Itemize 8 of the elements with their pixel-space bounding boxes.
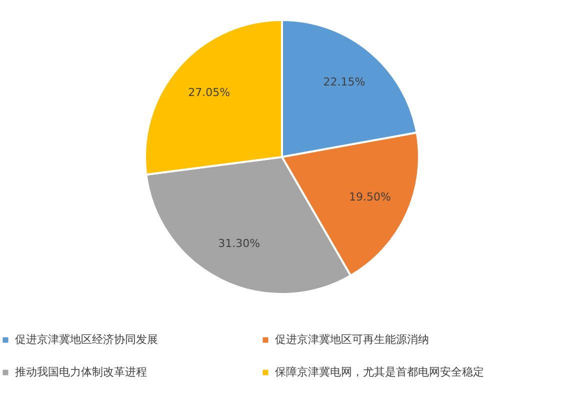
legend-label: 推动我国电力体制改革进程 — [15, 366, 147, 378]
data-label: 27.05% — [188, 86, 230, 99]
data-label: 19.50% — [349, 190, 392, 204]
legend-label: 保障京津冀电网，尤其是首都电网安全稳定 — [275, 366, 484, 378]
data-label: 22.15% — [323, 76, 366, 89]
data-label: 31.30% — [218, 236, 260, 250]
legend-label: 促进京津冀地区经济协同发展 — [15, 332, 158, 346]
legend-label: 促进京津冀地区可再生能源消纳 — [275, 332, 429, 346]
